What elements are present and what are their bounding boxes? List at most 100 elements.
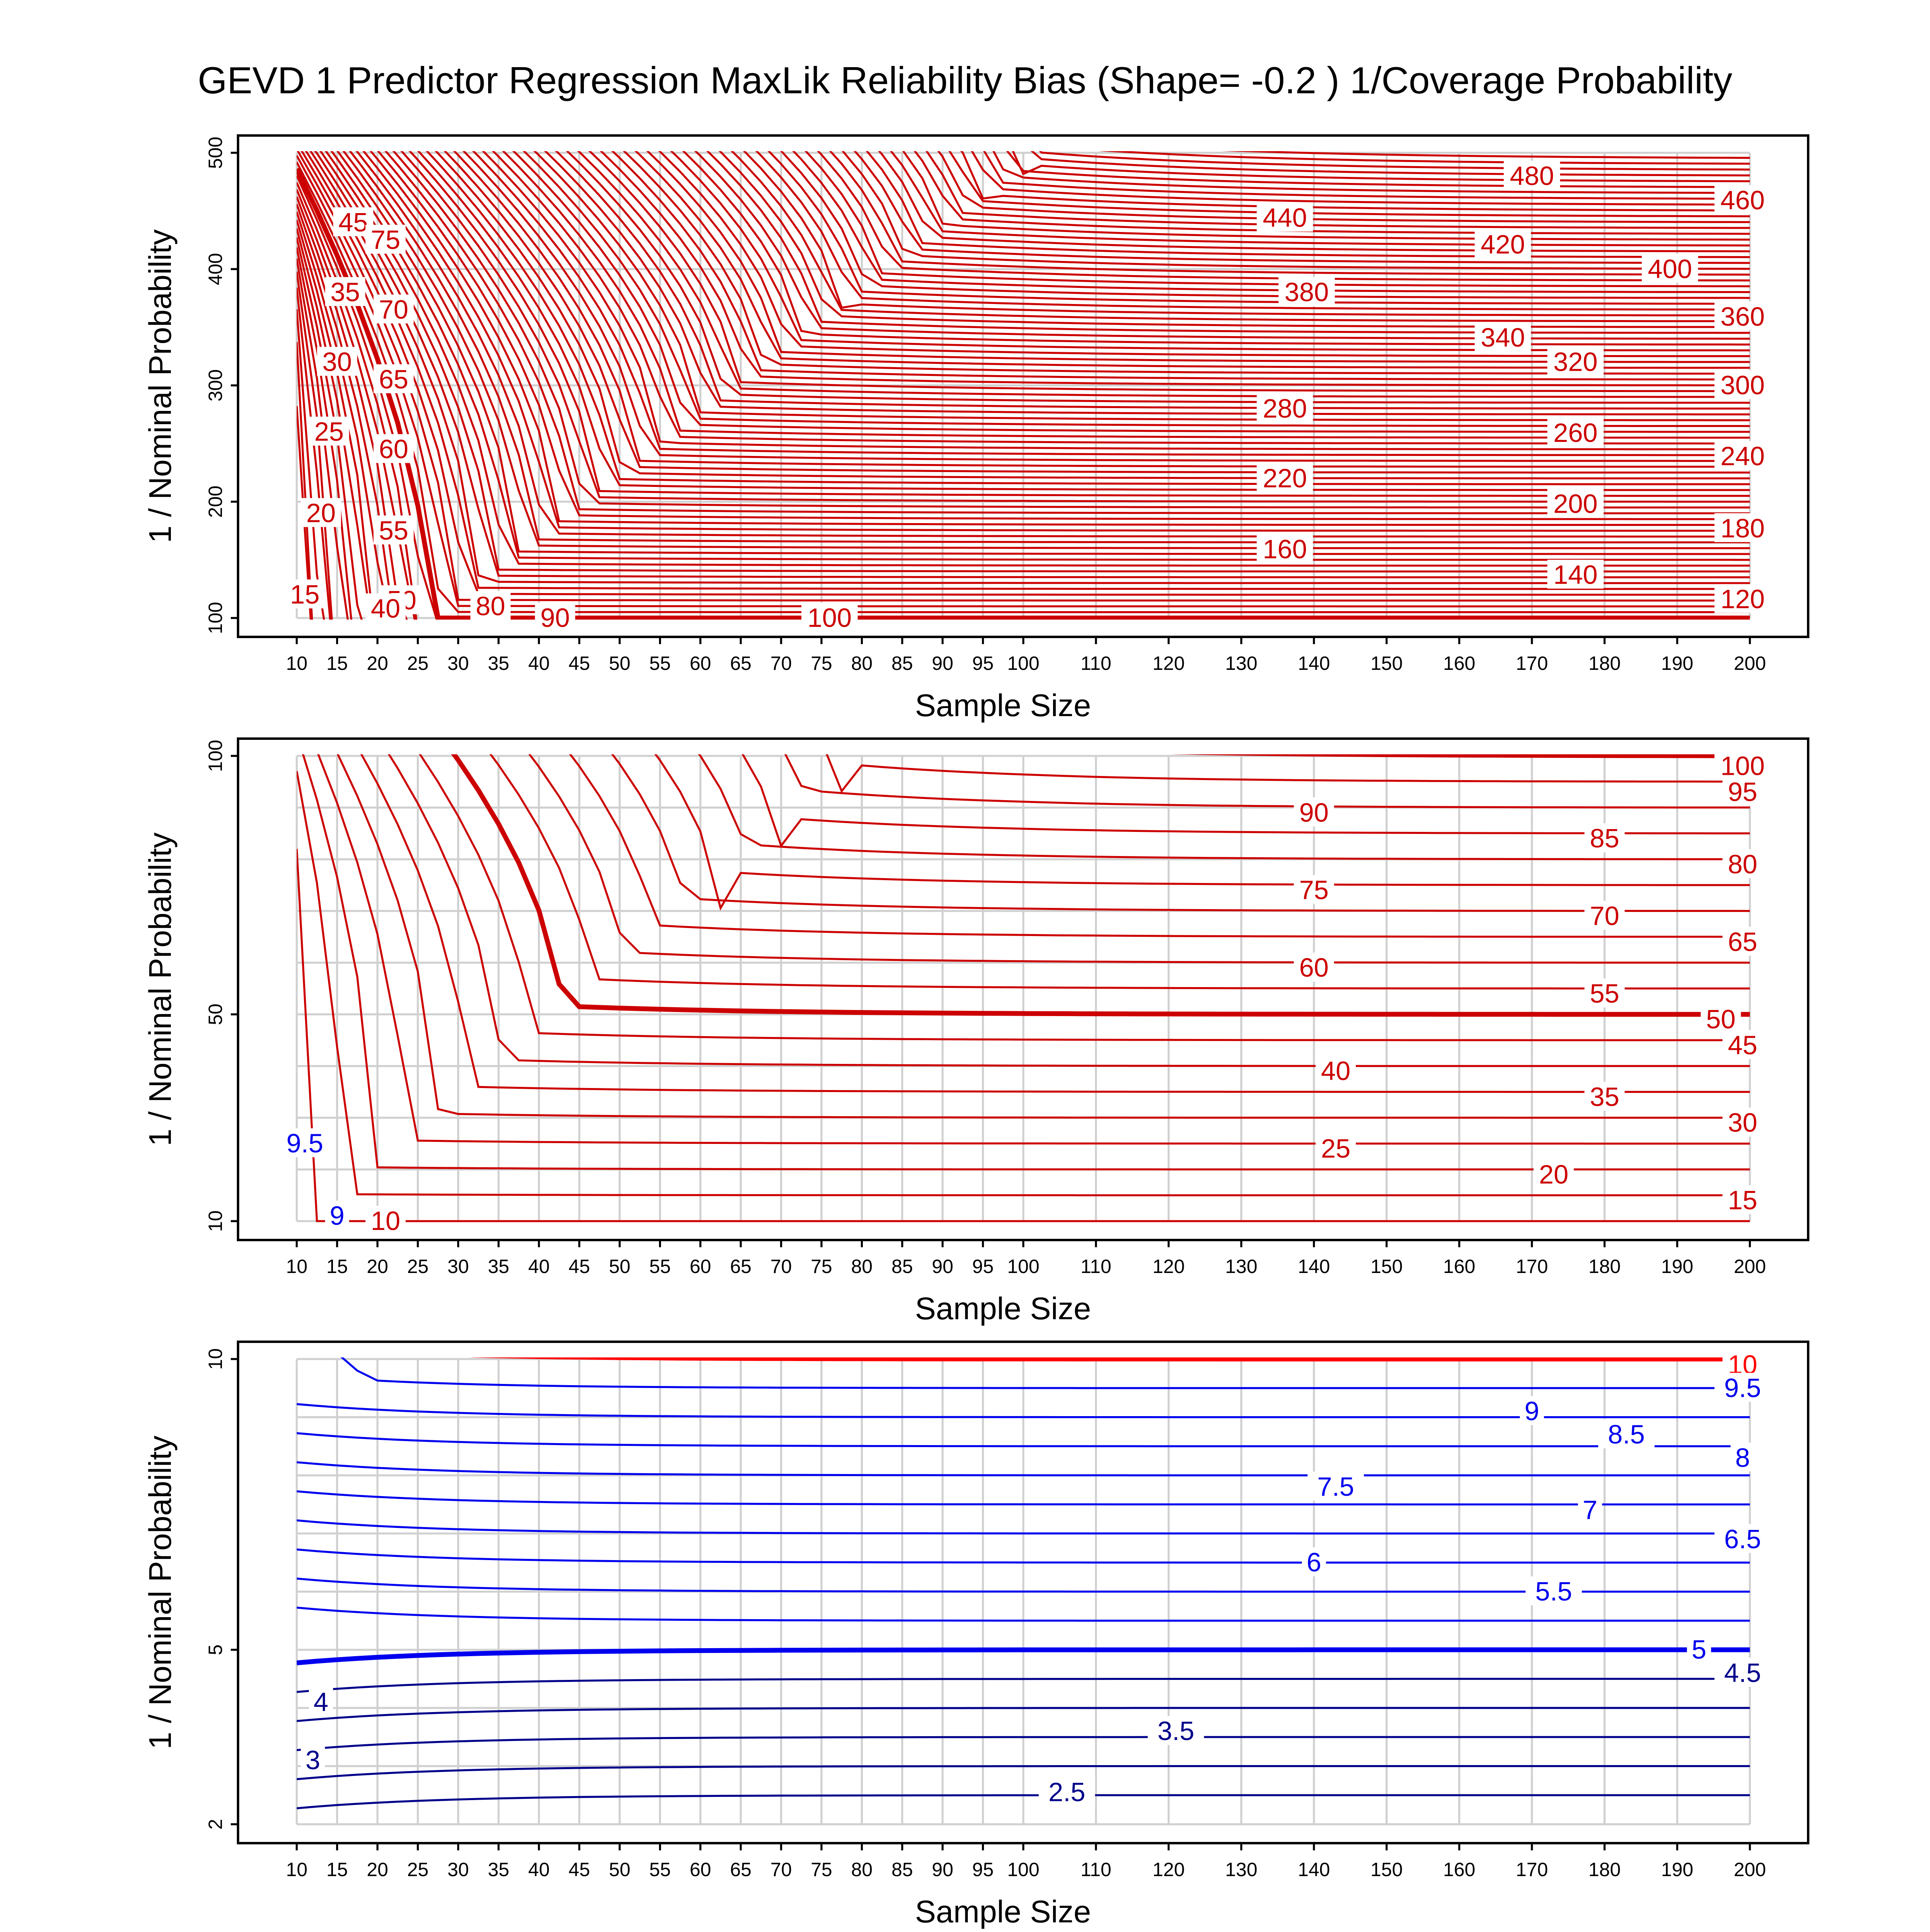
contour-label: 60 <box>379 434 408 464</box>
contour-line-55 <box>489 754 1750 990</box>
contour-label: 50 <box>1706 1004 1735 1034</box>
y-tick-label: 10 <box>205 1210 226 1232</box>
contour-line-295 <box>588 151 1750 392</box>
contour-label: 95 <box>1728 777 1757 807</box>
contour-label-bg <box>1584 901 1625 930</box>
contour-label: 90 <box>540 603 570 632</box>
panel-1: 480 460 440 420 400 380 360 340 320 300 280 260 240 2… <box>142 134 1809 723</box>
contour-label-bg <box>1526 1576 1582 1606</box>
contour-line-8 <box>297 1461 1750 1476</box>
contour-line-195 <box>392 151 1750 509</box>
contour-label-bg <box>1714 370 1771 399</box>
contour-label-bg <box>365 1206 406 1235</box>
x-tick-label: 140 <box>1298 653 1330 674</box>
x-tick-label: 90 <box>932 1859 953 1881</box>
x-tick-label: 55 <box>649 653 671 674</box>
contour-label-bg <box>1547 559 1604 589</box>
contour-label: 30 <box>322 347 352 377</box>
contour-label-bg <box>1730 1442 1755 1472</box>
x-tick-label: 190 <box>1661 1256 1693 1277</box>
contour-line-75 <box>654 754 1750 911</box>
x-tick-label: 15 <box>326 653 348 674</box>
contour-label-bg <box>1714 441 1771 470</box>
contour-line-25 <box>317 754 1750 1145</box>
contour-line-465 <box>992 151 1750 194</box>
contour-label: 4.5 <box>1724 1658 1761 1688</box>
contour-label: 45 <box>339 207 368 237</box>
contour-label: 80 <box>1728 849 1757 879</box>
contour-label: 55 <box>1590 978 1619 1008</box>
panel-3: 10 9.5 9 8.5 8 7.5 7 6.5 6 5.5 5 4.5 4 3.5 3 2.5 10 15 20 2… <box>142 1341 1809 1929</box>
contour-label: 240 <box>1721 441 1765 471</box>
contour-line-130 <box>309 151 1750 584</box>
contour-line-205 <box>409 151 1750 497</box>
x-tick-label: 95 <box>972 1859 994 1881</box>
contour-label: 8 <box>1735 1443 1750 1472</box>
contour-line-70 <box>611 754 1750 912</box>
contour-line-100 <box>1170 754 1750 758</box>
x-tick-label: 120 <box>1152 1256 1185 1277</box>
contour-label-bg <box>1722 776 1763 806</box>
contour-label-bg <box>1584 978 1625 1008</box>
x-axis-title: Sample Size <box>915 1894 1091 1929</box>
contour-line-45 <box>419 754 1750 1041</box>
contour-line-355 <box>731 151 1750 322</box>
contour-label: 140 <box>1553 560 1597 589</box>
contour-label: 280 <box>1263 393 1307 423</box>
contour-label: 9 <box>1525 1396 1540 1426</box>
contour-label: 25 <box>314 417 344 446</box>
contour-line-455 <box>971 151 1750 206</box>
contour-label-bg <box>1722 849 1763 878</box>
contour-label-bg <box>1687 1634 1711 1664</box>
contour-label: 400 <box>1648 254 1692 283</box>
contour-label-bg <box>1714 513 1771 542</box>
x-tick-label: 170 <box>1516 1859 1548 1881</box>
contour-label-bg <box>1714 301 1771 331</box>
x-tick-label: 65 <box>730 653 751 674</box>
contour-line-5 <box>297 1647 1750 1665</box>
x-tick-label: 140 <box>1298 1859 1330 1881</box>
contour-label: 65 <box>379 364 408 394</box>
contour-label: 70 <box>1590 901 1619 931</box>
contour-label-bg <box>1547 418 1604 447</box>
contour-label-bg <box>1722 1107 1763 1137</box>
contour-label: 440 <box>1263 203 1307 232</box>
contour-line-35 <box>360 754 1750 1093</box>
contour-label: 20 <box>306 498 336 528</box>
contour-label-bg <box>1294 797 1334 827</box>
contour-label: 160 <box>1263 534 1307 564</box>
contour-label-bg <box>1598 1419 1655 1449</box>
y-axis-title: 1 / Nominal Probability <box>142 832 178 1146</box>
y-tick-label: 5 <box>205 1645 226 1655</box>
x-tick-label: 40 <box>528 653 550 674</box>
y-axis-title: 1 / Nominal Probability <box>142 229 178 543</box>
contour-label-bg <box>1316 1133 1356 1163</box>
y-tick-label: 2 <box>205 1819 226 1830</box>
contour-line-215 <box>425 151 1750 485</box>
x-tick-label: 180 <box>1589 1859 1621 1881</box>
contour-label-bg <box>285 579 325 609</box>
x-tick-label: 150 <box>1370 653 1402 674</box>
contour-line-85 <box>741 754 1750 848</box>
contour-line-50 <box>451 754 1750 1017</box>
contour-line-180 <box>369 151 1750 526</box>
contour-label: 55 <box>379 515 408 545</box>
contour-label: 300 <box>1721 370 1765 400</box>
contour-line-140 <box>319 151 1750 573</box>
contour-line-5-5 <box>297 1606 1750 1622</box>
contour-label-bg <box>301 1745 325 1774</box>
contour-label-bg <box>1308 1472 1364 1501</box>
x-axis-title: Sample Size <box>915 1291 1091 1326</box>
x-tick-label: 200 <box>1734 1256 1766 1277</box>
contour-line-95 <box>825 754 1750 793</box>
contour-label: 75 <box>1299 875 1328 905</box>
contour-label-bg <box>317 347 357 376</box>
contour-label: 35 <box>1590 1082 1619 1111</box>
contour-line-265 <box>522 151 1750 427</box>
contour-label: 320 <box>1553 347 1597 377</box>
contour-label-bg <box>277 1128 333 1158</box>
contour-line-225 <box>443 151 1750 474</box>
contour-label-bg <box>373 434 414 463</box>
contour-line-8-5 <box>297 1432 1750 1447</box>
contour-line-90 <box>784 754 1750 809</box>
